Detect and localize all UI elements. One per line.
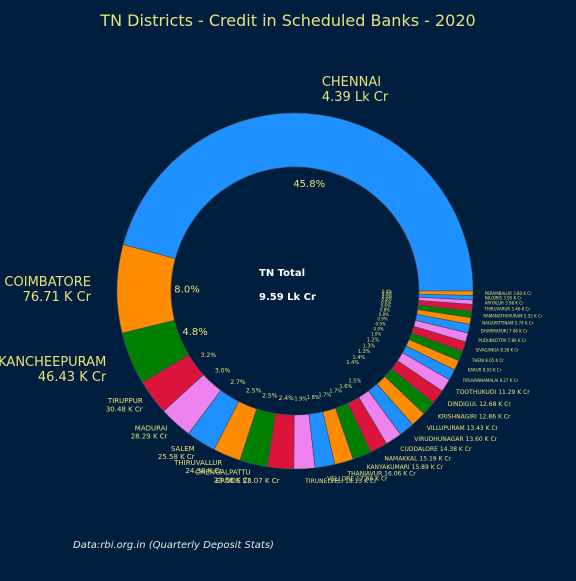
pct-label-theni: 0.9% xyxy=(376,322,386,327)
district-label-thiruvallur: THIRUVALLUR 24.38 K Cr xyxy=(173,459,222,475)
pct-label-kancheepuram: 4.8% xyxy=(182,327,207,338)
pct-label-thiruvallur: 2.5% xyxy=(246,387,262,394)
data-source-note: Data:rbi.org.in (Quarterly Deposit Stats… xyxy=(73,540,274,551)
pct-label-vellore: 1.8% xyxy=(307,395,320,401)
slice-chennai xyxy=(122,112,474,292)
pct-label-namakkal: 1.6% xyxy=(339,384,352,390)
district-label-ariyalur: ARIYALUR 3.96 K Cr xyxy=(485,300,524,305)
district-label-perambalur: PERAMBALUR 3.80 K Cr xyxy=(485,291,532,296)
district-label-tiruppur: TIRUPPUR 30.48 K Cr xyxy=(106,397,143,413)
percent-labels: 45.8%8.0%4.8%3.2%3.0%2.7%2.5%2.5% 2.4% 1.9… xyxy=(174,179,392,402)
district-label-krishnagiri: KRISHNAGIRI 12.86 K Cr xyxy=(438,413,511,420)
pct-label-nilgiris: 0.4% xyxy=(382,291,392,296)
pct-label-dindigul: 1.3% xyxy=(363,343,376,349)
slice-perambalur xyxy=(418,290,474,296)
district-label-vellore: VELLORE 17.66 K Cr xyxy=(327,475,388,482)
district-label-toothukudi: TOOTHUKUDI 11.29 K Cr xyxy=(455,389,530,396)
district-label-virudhunagar: VIRUDHUNAGAR 13.60 K Cr xyxy=(414,436,497,443)
district-labels: CHENNAI 4.39 Lk Cr COIMBATORE 76.71 K Cr KAN… xyxy=(0,75,543,485)
pct-label-perambalur: 0.4% xyxy=(382,289,392,294)
pct-label-coimbatore: 8.0% xyxy=(174,285,199,296)
district-label-cuddalore: CUDDALORE 14.38 K Cr xyxy=(400,446,472,453)
pct-label-thanjavur: 1.7% xyxy=(318,392,331,398)
pct-label-pudukkottai: 0.8% xyxy=(379,312,389,317)
district-label-dharmapuri: DHARMAPURI 7.46 K Cr xyxy=(481,329,528,334)
district-label-nilgiris: NILGIRIS 3.95 K Cr xyxy=(485,296,522,301)
pct-label-chengalpattu: 2.5% xyxy=(262,393,278,400)
pct-label-salem: 2.7% xyxy=(230,379,246,386)
chart-title: TN Districts - Credit in Scheduled Banks… xyxy=(99,11,475,30)
pct-label-ramanathapuram: 0.6% xyxy=(381,300,391,305)
pct-label-erode: 2.4% xyxy=(279,395,295,402)
donut-slices xyxy=(116,112,474,470)
pct-label-sivaganga: 0.9% xyxy=(377,317,387,322)
district-label-theni: THENI 8.65 K Cr xyxy=(471,358,504,363)
district-label-nagapattinam: NAGAPATTINAM 5.74 K Cr xyxy=(482,320,533,325)
district-label-namakkal: NAMAKKAL 15.19 K Cr xyxy=(384,456,451,463)
pct-label-madurai: 3.0% xyxy=(215,368,231,375)
pct-label-dharmapuri: 0.8% xyxy=(380,308,390,313)
pct-label-tiruppur: 3.2% xyxy=(201,352,217,359)
pct-label-kanyakumari: 1.7% xyxy=(329,389,342,395)
district-label-thiruvarur: THIRUVARUR 5.46 K Cr xyxy=(483,306,530,311)
district-label-tirunelveli: TIRUNELVELI 18.13 K Cr xyxy=(304,478,377,485)
pct-label-cuddalore: 1.5% xyxy=(349,378,362,384)
district-label-madurai: MADURAI 28.29 K Cr xyxy=(131,425,168,441)
district-label-kanyakumari: KANYAKUMARI 15.89 K Cr xyxy=(367,464,444,471)
pct-label-tirunelveli: 1.9% xyxy=(294,396,307,402)
district-label-thanjavur: THANJAVUR 16.06 K Cr xyxy=(346,471,416,478)
pct-label-krishnagiri: 1.3% xyxy=(358,349,371,355)
district-label-ramanathapuram: RAMANATHAPURAM 5.55 K Cr xyxy=(483,313,542,318)
pct-label-nagapattinam: 0.6% xyxy=(381,304,391,309)
district-label-pudukkottai: PUDUKKOTTAI 7.86 K Cr xyxy=(478,338,526,343)
pct-label-thiruvarur: 0.6% xyxy=(382,297,392,302)
district-label-karur: KARUR 8.93 K Cr xyxy=(468,368,502,373)
district-label-erode: ERODE 23.07 K Cr xyxy=(216,477,280,485)
slice-coimbatore xyxy=(116,244,176,334)
district-label-chennai: CHENNAI 4.39 Lk Cr xyxy=(322,75,389,105)
pct-label-toothukudi: 1.2% xyxy=(367,337,380,343)
district-label-kancheepuram: KANCHEEPURAM 46.43 K Cr xyxy=(0,355,107,385)
pct-label-ariyalur: 0.4% xyxy=(382,294,392,299)
district-label-sivaganga: SIVAGANGA 8.38 K Cr xyxy=(476,348,520,353)
pct-label-tiruvannamalai: 1.0% xyxy=(371,331,381,336)
district-label-coimbatore: COIMBATORE 76.71 K Cr xyxy=(4,275,91,305)
district-label-chengalpattu: CHENGALPATTU 23.56 K Cr xyxy=(195,468,251,484)
pct-label-virudhunagar: 1.4% xyxy=(346,360,359,366)
pct-label-villupuram: 1.4% xyxy=(352,355,365,361)
center-total-value: 9.59 Lk Cr xyxy=(259,292,316,303)
pct-label-karur: 0.9% xyxy=(374,326,384,331)
district-label-salem: SALEM 25.58 K Cr xyxy=(158,445,195,461)
center-total-label: TN Total xyxy=(259,268,305,279)
pct-label-chennai: 45.8% xyxy=(293,179,325,190)
district-label-tiruvannamalai: TIRUVANNAMALAI 9.27 K Cr xyxy=(462,378,519,383)
district-label-dindigul: DINDIGUL 12.68 K Cr xyxy=(448,401,512,408)
district-label-villupuram: VILLUPURAM 13.43 K Cr xyxy=(427,425,499,432)
